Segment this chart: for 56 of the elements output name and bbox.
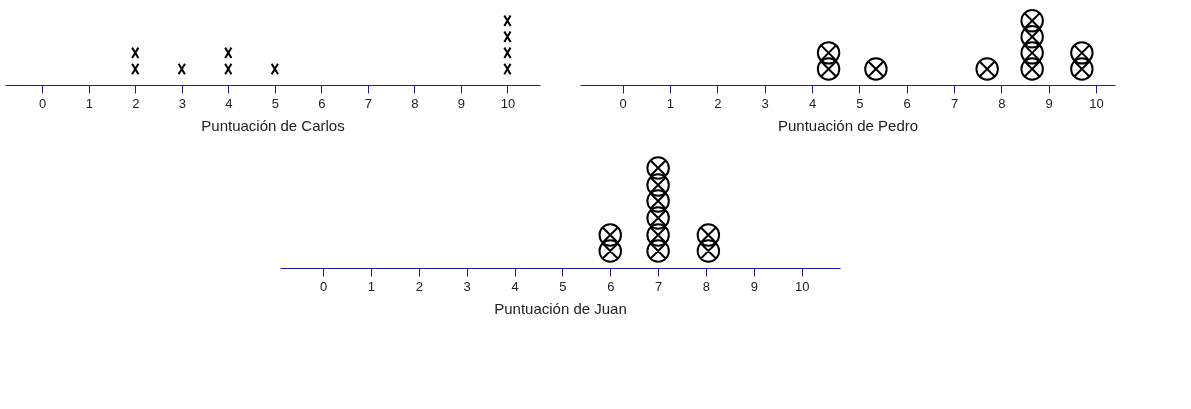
point: [1020, 57, 1044, 81]
point: [1020, 8, 1044, 33]
x-tick-label: 2: [415, 278, 423, 294]
x-tick-label: 5: [271, 95, 279, 111]
x-tick-label: 6: [607, 278, 615, 294]
x-tick-label: 4: [511, 278, 519, 294]
point: [816, 57, 841, 81]
x-tick-label: 0: [39, 95, 47, 111]
x-tick-label: 6: [318, 95, 326, 111]
x-tick-label: 6: [903, 95, 911, 111]
x-tick-label: 3: [761, 95, 769, 111]
x-tick-label: 1: [367, 278, 376, 294]
point: [598, 223, 622, 247]
x-tick-label: 7: [950, 95, 959, 111]
point: [1070, 57, 1094, 81]
x-tick-label: 7: [364, 95, 372, 111]
x-tick-label: 0: [619, 95, 627, 111]
x-tick-label: 9: [750, 278, 758, 294]
point: [1020, 41, 1044, 65]
point: [646, 223, 670, 247]
x-tick-label: 8: [998, 95, 1006, 111]
x-tick-label: 8: [411, 95, 419, 111]
x-tick-label: 4: [225, 95, 233, 111]
point: [646, 173, 670, 197]
point: [1070, 41, 1094, 65]
point: [646, 156, 670, 180]
point: [696, 239, 721, 263]
point: [646, 206, 670, 230]
x-tick-label: 2: [132, 95, 140, 111]
x-tick-label: 10: [500, 95, 516, 111]
x-tick-label: 5: [856, 95, 864, 111]
x-tick-label: 2: [714, 95, 722, 111]
point: [975, 57, 999, 81]
point: [598, 239, 622, 263]
x-tick-label: 3: [178, 95, 186, 111]
x-tick-label: 1: [666, 95, 675, 111]
point: [696, 223, 721, 247]
x-tick-label: 1: [85, 95, 93, 111]
point: [1020, 25, 1044, 49]
x-tick-label: 5: [559, 278, 567, 294]
point: [864, 57, 888, 81]
x-tick-label: 9: [457, 95, 466, 111]
x-axis-title: Puntuación de Juan: [494, 299, 627, 317]
point: [646, 189, 670, 213]
x-tick-label: 8: [702, 278, 711, 294]
x-tick-label: 7: [655, 278, 663, 294]
x-tick-label: 3: [463, 278, 471, 294]
point: [646, 239, 670, 263]
x-axis-title: Puntuación de Pedro: [777, 116, 919, 134]
point: [816, 41, 841, 65]
x-tick-label: 10: [794, 278, 810, 294]
x-tick-label: 10: [1089, 95, 1104, 111]
x-tick-label: 9: [1045, 95, 1053, 111]
x-tick-label: 4: [808, 95, 817, 111]
x-axis-title: Puntuación de Carlos: [201, 116, 345, 134]
x-tick-label: 0: [319, 278, 328, 294]
